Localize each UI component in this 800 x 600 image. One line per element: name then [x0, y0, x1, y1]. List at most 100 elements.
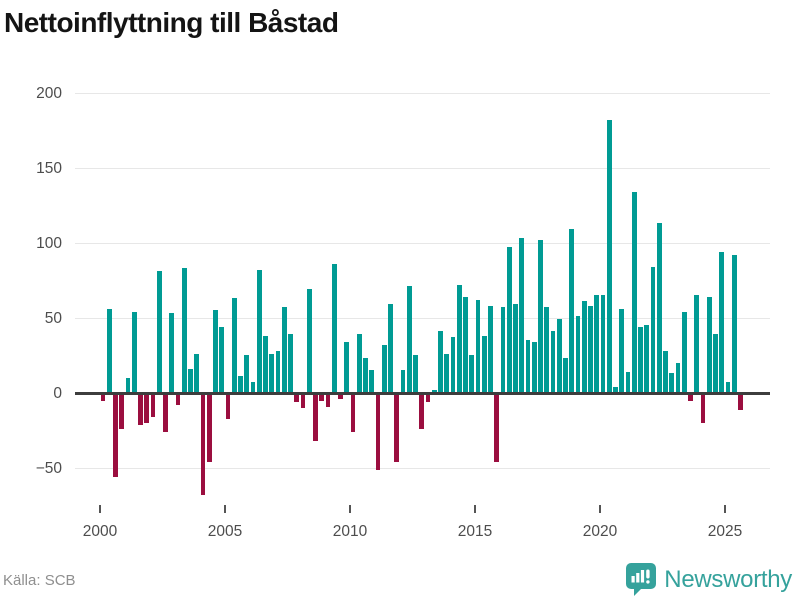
bar — [406, 286, 412, 393]
bar — [356, 334, 362, 393]
bar — [294, 394, 300, 402]
bar — [569, 229, 575, 393]
bar — [388, 304, 393, 393]
bar — [225, 394, 231, 419]
bar — [631, 191, 637, 393]
bar — [438, 331, 443, 393]
gridline — [75, 93, 770, 94]
bar — [238, 376, 243, 393]
bar — [394, 394, 400, 462]
bar — [338, 394, 343, 399]
bar — [494, 394, 500, 462]
bar — [681, 311, 687, 393]
bar — [613, 386, 618, 393]
bar — [606, 119, 612, 393]
x-axis-tick-label: 2010 — [332, 523, 368, 540]
gridline — [75, 168, 770, 169]
bar — [138, 394, 143, 425]
bar — [400, 370, 406, 393]
bar — [375, 394, 381, 470]
bar — [206, 394, 212, 462]
bar — [700, 394, 706, 423]
bar — [731, 254, 737, 393]
y-axis-tick-label: 0 — [53, 384, 62, 402]
brand-name: Newsworthy — [664, 565, 792, 593]
bar — [231, 298, 237, 393]
bar — [188, 368, 193, 393]
y-axis-tick-label: 100 — [36, 234, 62, 252]
bar — [575, 316, 581, 393]
bar — [738, 394, 743, 410]
bar — [550, 331, 556, 393]
bar — [344, 341, 350, 393]
bar — [581, 301, 587, 393]
bar — [119, 394, 125, 429]
bar — [431, 389, 437, 393]
bar — [363, 358, 368, 393]
gridline — [75, 468, 770, 469]
bar — [275, 350, 281, 393]
chart-title: Nettoinflyttning till Båstad — [4, 7, 339, 38]
bar — [350, 394, 356, 432]
x-axis-tick — [99, 505, 101, 513]
bar — [656, 223, 662, 393]
bar — [544, 307, 550, 393]
y-axis-tick-label: 50 — [44, 309, 62, 327]
bar — [113, 394, 118, 477]
bar — [588, 305, 593, 393]
bar — [288, 334, 293, 393]
bar — [269, 353, 275, 393]
x-axis-zero-line — [75, 392, 770, 395]
brand-logo: Newsworthy — [626, 563, 792, 596]
bar — [475, 299, 481, 393]
gridline — [75, 243, 770, 244]
bar — [131, 311, 137, 393]
y-axis-tick-label: −50 — [35, 459, 62, 477]
bar — [425, 394, 431, 402]
bar — [538, 239, 543, 393]
y-axis-tick-label: 200 — [36, 84, 62, 102]
bar — [331, 263, 337, 393]
x-axis-tick — [474, 505, 476, 513]
bar — [663, 350, 668, 393]
bar — [313, 394, 318, 441]
bar — [488, 305, 493, 393]
bar — [219, 326, 225, 393]
bar — [563, 358, 568, 393]
bar — [469, 355, 475, 393]
bar — [300, 394, 306, 408]
bar — [463, 296, 468, 393]
bar — [150, 394, 156, 417]
bar — [144, 394, 150, 423]
bar — [263, 335, 268, 393]
bar — [600, 295, 606, 393]
bar — [706, 296, 712, 393]
x-axis-tick — [599, 505, 601, 513]
bar — [650, 266, 656, 393]
bar — [419, 394, 425, 429]
bar — [413, 355, 418, 393]
bar — [106, 308, 112, 393]
x-axis-tick-label: 2000 — [82, 523, 118, 540]
bar — [638, 326, 643, 393]
x-axis-tick-label: 2025 — [707, 523, 743, 540]
gridline — [75, 318, 770, 319]
x-axis-tick-label: 2020 — [582, 523, 618, 540]
bar — [213, 310, 218, 393]
bar — [525, 340, 531, 393]
bar — [125, 377, 131, 393]
bar — [519, 238, 525, 393]
bar — [456, 284, 462, 393]
bar — [594, 295, 600, 393]
bar — [200, 394, 206, 495]
bar — [181, 268, 187, 393]
bar — [719, 251, 725, 393]
bar — [319, 394, 325, 401]
bar — [256, 269, 262, 393]
bar — [100, 394, 106, 401]
bar — [369, 370, 375, 393]
source-note: Källa: SCB — [3, 572, 76, 589]
bar — [688, 394, 693, 401]
